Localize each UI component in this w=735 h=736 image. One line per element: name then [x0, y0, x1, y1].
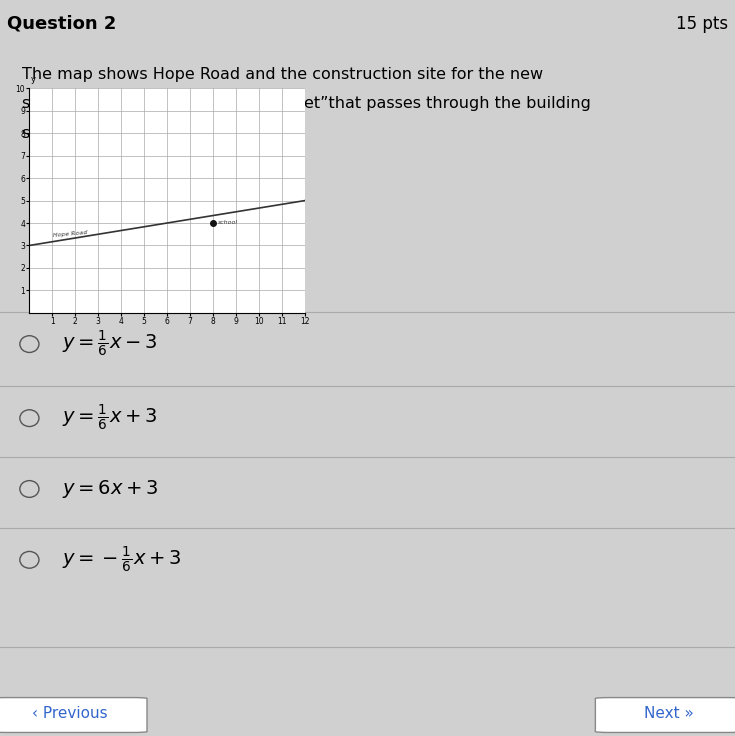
Text: The map shows Hope Road and the construction site for the new: The map shows Hope Road and the construc… — [22, 67, 543, 82]
Text: $y = \frac{1}{6}x - 3$: $y = \frac{1}{6}x - 3$ — [62, 329, 158, 359]
FancyBboxPatch shape — [595, 698, 735, 732]
Text: school. Find the equation of a “street”that passes through the building: school. Find the equation of a “street”t… — [22, 96, 591, 111]
Text: school: school — [218, 220, 238, 225]
Text: $y = 6x + 3$: $y = 6x + 3$ — [62, 478, 159, 500]
Text: Hope Road: Hope Road — [52, 230, 87, 238]
FancyBboxPatch shape — [0, 698, 147, 732]
Text: y: y — [30, 75, 35, 84]
Text: Next »: Next » — [644, 707, 694, 721]
Text: Question 2: Question 2 — [7, 15, 117, 33]
Text: ‹ Previous: ‹ Previous — [32, 707, 107, 721]
Text: site and is parallel to Hope Road.: site and is parallel to Hope Road. — [22, 127, 288, 141]
Text: 15 pts: 15 pts — [675, 15, 728, 33]
Text: $y = -\frac{1}{6}x + 3$: $y = -\frac{1}{6}x + 3$ — [62, 545, 182, 575]
Text: $y = \frac{1}{6}x + 3$: $y = \frac{1}{6}x + 3$ — [62, 403, 158, 434]
